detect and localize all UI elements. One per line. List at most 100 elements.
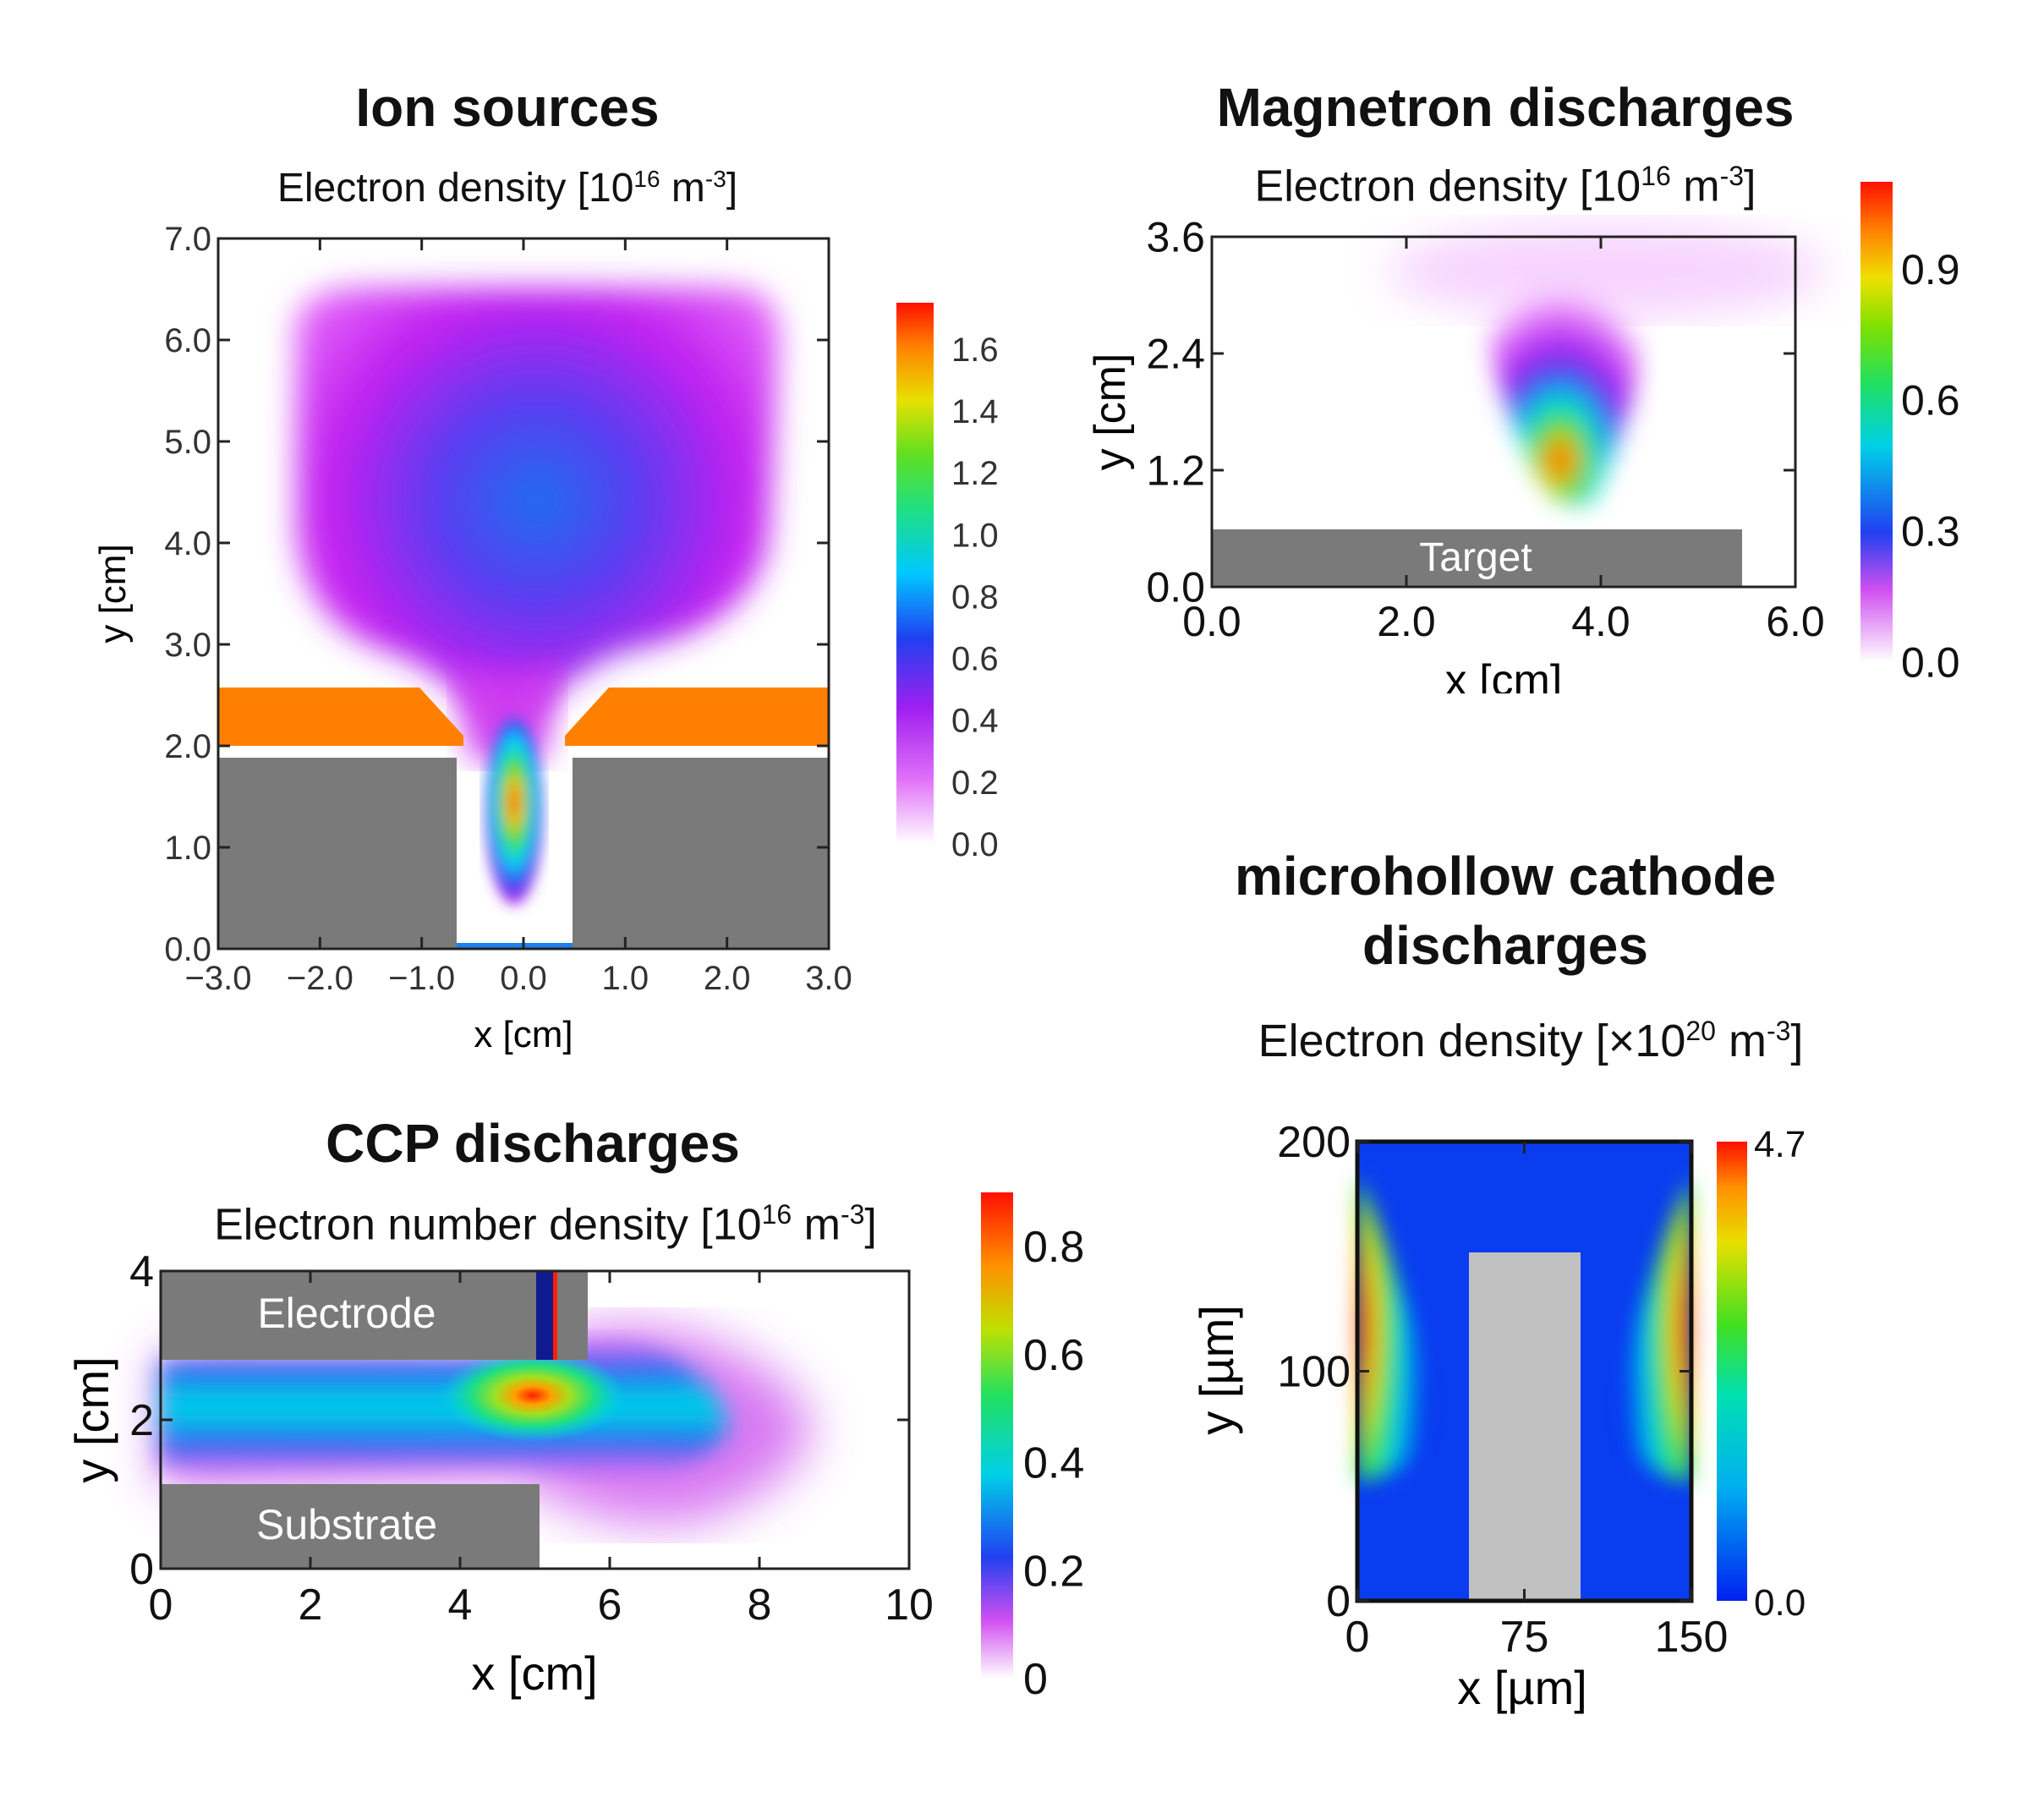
mhc-colorbar: [1717, 1142, 1747, 1601]
mhc-title: microhollow cathode discharges: [1167, 841, 1844, 980]
mhc-subtitle-b: m: [1715, 1016, 1767, 1066]
colorbar-tick-label: 0.8: [1023, 1223, 1084, 1272]
mhc-ylabel: y [µm]: [1190, 1305, 1243, 1435]
ccp-ticks: [159, 1269, 911, 1570]
ion-colorbar: [896, 303, 934, 844]
ion-cbar-labels: 0.0 0.2 0.4 0.6 0.8 1.0 1.2 1.4 1.6: [951, 331, 999, 863]
mhc-xlabel: x [µm]: [1457, 1661, 1587, 1714]
mhc-chart: 0 75 150 0 100 200 x [µm] y [µm] 4.7 0.0: [1190, 1118, 1806, 1714]
ccp-electrode: [161, 1271, 588, 1360]
y-tick-label: 2: [129, 1396, 154, 1445]
mhc-subtitle-c: ]: [1790, 1016, 1804, 1066]
colorbar-tick-label: 0.4: [1023, 1439, 1084, 1488]
ccp-subtitle-b: m: [792, 1200, 841, 1250]
mag-ylabels: 0.0 1.2 2.4 3.6: [1146, 214, 1205, 611]
ccp-subtitle-c: ]: [864, 1200, 877, 1250]
mag-subtitle-c: ]: [1744, 162, 1756, 211]
ccp-subtitle-exp: 16: [761, 1199, 792, 1230]
ion-subtitle-exp: 16: [633, 166, 660, 192]
y-tick-label: 200: [1277, 1118, 1351, 1167]
x-tick-label: −1.0: [388, 960, 455, 997]
x-tick-label: 6: [598, 1581, 622, 1630]
ion-xlabel: x [cm]: [474, 1014, 573, 1055]
x-tick-label: 2.0: [704, 960, 751, 997]
mhc-title-line1: microhollow cathode: [1234, 846, 1777, 907]
x-tick-label: 1.0: [602, 960, 649, 997]
x-tick-label: 10: [885, 1581, 934, 1630]
y-tick-label: 4.0: [164, 525, 211, 562]
x-tick-label: 0: [149, 1581, 173, 1630]
y-tick-label: 3.0: [164, 627, 211, 664]
y-tick-label: 0: [1326, 1577, 1351, 1626]
ion-subtitle-a: Electron density [10: [277, 166, 634, 211]
ccp-subtitle: Electron number density [1016 m-3]: [144, 1199, 947, 1250]
ion-plasma-neck: [457, 660, 558, 761]
ccp-chart: Electrode Substrate 0 2 4 6 8 10 0 2 4 x [cm] y…: [65, 1192, 1084, 1704]
ccp-ylabels: 0 2 4: [129, 1247, 154, 1594]
x-tick-label: 2.0: [1377, 598, 1436, 645]
mhc-subtitle-exp: 20: [1685, 1016, 1716, 1046]
ion-anode-strip: [457, 943, 573, 949]
ccp-hotspot: [440, 1349, 626, 1442]
y-tick-label: 4: [129, 1247, 154, 1296]
mag-chart: Target 0.0 2.0 4.0 6.0 0.01.22.43.6 x [cm] …: [1086, 182, 1960, 693]
mhc-subtitle-a: Electron density [×10: [1258, 1016, 1686, 1066]
colorbar-tick-label: 1.2: [951, 455, 999, 492]
mhc-glow-right: [1625, 1175, 1691, 1482]
colorbar-tick-label: 0: [1023, 1655, 1048, 1704]
ion-wall-left: [218, 758, 457, 949]
ion-ylabel: y [cm]: [92, 544, 134, 643]
ion-ticks: [216, 237, 830, 951]
mhc-xlabels: 0 75 150: [1345, 1613, 1729, 1662]
colorbar-tick-label: 4.7: [1754, 1124, 1806, 1165]
ion-subtitle-exp2: -3: [704, 166, 726, 192]
x-tick-label: −3.0: [185, 960, 252, 997]
x-tick-label: 0.0: [1182, 598, 1241, 645]
y-tick-label: 1.0: [164, 830, 211, 867]
colorbar-tick-label: 0.4: [951, 703, 999, 740]
y-tick-label: 1.2: [1146, 447, 1205, 495]
mhc-ylabels: 0 100 200: [1277, 1118, 1351, 1626]
ion-subtitle-b: m: [660, 166, 705, 211]
x-tick-label: 150: [1655, 1613, 1729, 1662]
mag-plot-frame: [1210, 235, 1797, 589]
ccp-xlabel: x [cm]: [471, 1646, 597, 1700]
colorbar-tick-label: 0.6: [1023, 1331, 1084, 1380]
x-tick-label: 4.0: [1571, 598, 1630, 645]
ion-xlabels: −3.0 −2.0 −1.0 0.0 1.0 2.0 3.0: [185, 960, 852, 997]
mag-subtitle-exp2: -3: [1719, 161, 1745, 191]
mag-subtitle-a: Electron density [10: [1254, 162, 1641, 211]
ion-ylabels: 0.0 1.0 2.0 3.0 4.0 5.0 6.0 7.0: [164, 221, 211, 968]
ion-subtitle-c: ]: [726, 166, 738, 211]
ccp-colorbar: [981, 1192, 1013, 1679]
colorbar-tick-label: 0.0: [1754, 1582, 1806, 1624]
colorbar-tick-label: 1.0: [951, 517, 999, 554]
mhc-cbar-labels: 4.7 0.0: [1754, 1124, 1806, 1624]
ion-jet: [485, 719, 543, 905]
mag-subtitle-b: m: [1670, 162, 1720, 211]
colorbar-tick-label: 0.2: [951, 764, 999, 802]
ccp-subtitle-a: Electron number density [10: [214, 1200, 762, 1250]
colorbar-tick-label: 0.8: [951, 578, 999, 616]
colorbar-tick-label: 0.6: [1901, 377, 1960, 425]
y-tick-label: 3.6: [1146, 214, 1205, 261]
y-tick-label: 0.0: [1146, 564, 1205, 611]
ion-chart: −3.0 −2.0 −1.0 0.0 1.0 2.0 3.0 0.0 1.0 2.0 3.0 4.0…: [92, 221, 999, 1055]
colorbar-tick-label: 0.3: [1901, 508, 1960, 556]
ccp-electrode-edge-red: [553, 1271, 557, 1360]
ccp-substrate-label: Substrate: [256, 1501, 437, 1548]
colorbar-tick-label: 0.0: [1901, 639, 1960, 687]
mag-subtitle: Electron density [1016 m-3]: [1175, 161, 1835, 211]
ion-plot: [216, 237, 830, 951]
x-tick-label: 0.0: [500, 960, 547, 997]
mag-target-label: Target: [1419, 535, 1532, 580]
mag-ylabel: y [cm]: [1086, 353, 1135, 471]
colorbar-tick-label: 0.2: [1023, 1547, 1084, 1596]
ion-electrode-left: [218, 688, 463, 746]
mhc-subtitle-exp2: -3: [1766, 1016, 1791, 1046]
ion-plasma-cloud: [295, 288, 780, 761]
ccp-subtitle-exp2: -3: [840, 1199, 865, 1230]
y-tick-label: 0.0: [164, 931, 211, 968]
y-tick-label: 2.0: [164, 728, 211, 765]
y-tick-label: 0: [129, 1545, 154, 1594]
